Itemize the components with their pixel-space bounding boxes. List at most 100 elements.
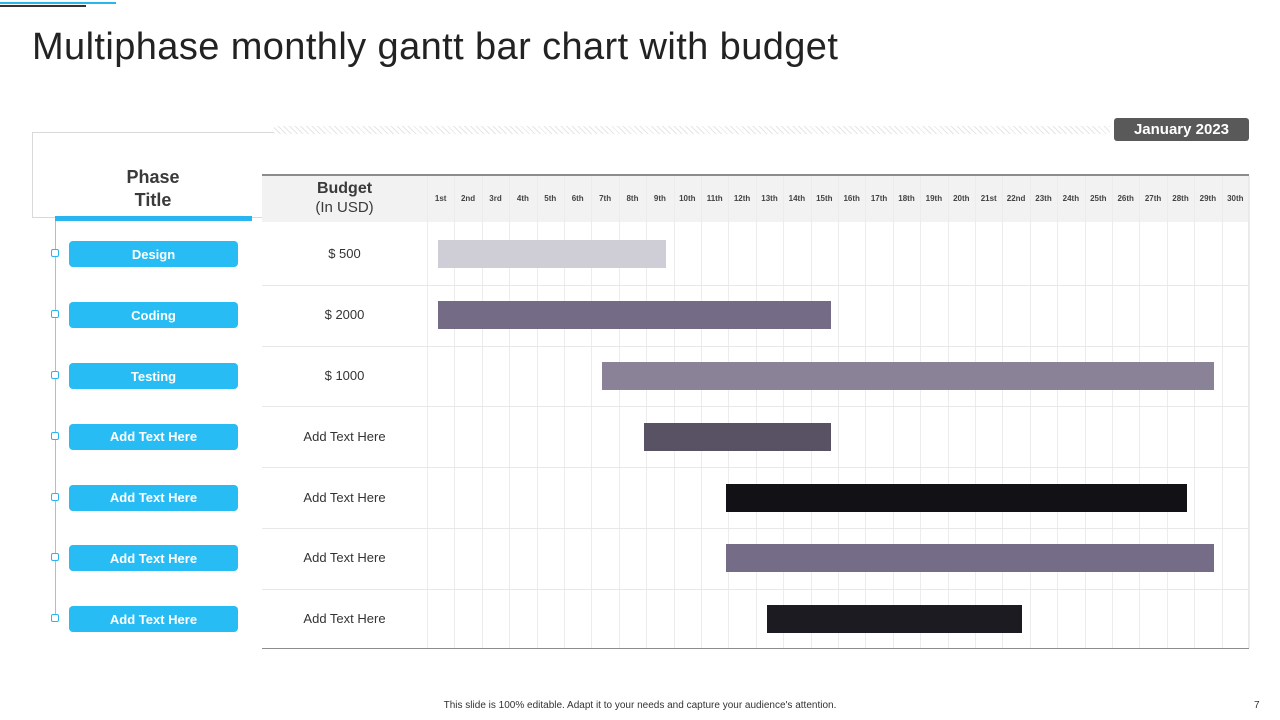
day-label-11: 11th [706,194,723,203]
day-grid-line [591,176,593,648]
gantt-bar-2 [438,301,831,330]
day-grid-line [1112,176,1113,648]
phase-pill-4[interactable]: Add Text Here [69,423,238,450]
phase-pill-1[interactable]: Design [69,241,238,268]
gantt-bar-5 [725,483,1187,512]
budget-cell-6: Add Text Here [303,550,386,566]
budget-cell-7: Add Text Here [303,611,386,627]
chart-frame-right [1248,176,1249,648]
day-label-16: 16th [843,194,860,203]
day-label-28: 28th [1172,194,1189,203]
day-grid-line [1057,176,1059,648]
row-separator [262,528,1249,529]
day-label-8: 8th [626,194,639,203]
gantt-bar-1 [438,240,667,269]
budget-header-unit: (In USD) [315,199,374,216]
day-label-6: 6th [571,194,584,203]
phase-dot [51,614,59,623]
chart-frame-bottom [262,648,1249,649]
day-grid-line [536,176,538,648]
budget-cell-3: $ 1000 [324,368,365,383]
page-number: 7 [1254,700,1260,711]
phase-dot [51,431,59,440]
phase-pill-5[interactable]: Add Text Here [69,484,238,511]
chart-frame-top [262,174,1249,176]
day-label-22: 22nd [1006,194,1026,203]
month-badge: January 2023 [1114,118,1249,141]
day-label-15: 15th [816,194,833,203]
day-label-20: 20th [953,194,970,203]
day-label-27: 27th [1144,194,1162,203]
day-label-9: 9th [653,194,666,203]
phase-dot [51,553,59,562]
day-label-10: 10th [679,194,696,203]
day-grid-line [975,176,976,648]
day-grid-line [810,176,812,648]
month-decoration-strip [274,126,1110,134]
gantt-bar-6 [725,544,1215,573]
phase-timeline-line [55,221,56,618]
day-grid-line [1139,176,1141,648]
row-separator [262,406,1249,408]
day-grid-line [838,176,839,648]
top-accent-dark [0,5,86,7]
day-label-30: 30th [1227,194,1244,203]
day-label-29: 29th [1199,194,1217,203]
phase-pill-6[interactable]: Add Text Here [69,545,238,572]
gantt-bar-7 [766,605,1023,634]
day-grid-line [892,176,894,648]
day-grid-line [755,176,757,648]
phase-title-line-1: Phase [126,167,180,187]
day-grid-line [728,176,730,648]
day-label-3: 3rd [489,194,502,203]
day-grid-line [1084,176,1086,648]
day-label-25: 25th [1090,194,1107,203]
row-separator [262,588,1249,590]
day-grid-line [1221,176,1223,648]
phase-pill-3[interactable]: Testing [69,363,238,389]
phase-title-header: Phase Title [98,166,208,212]
phase-pill-7[interactable]: Add Text Here [69,606,238,633]
budget-header: Budget (In USD) [262,176,427,222]
day-grid-line [1249,176,1250,648]
slide-title: Multiphase monthly gantt bar chart with … [32,26,839,68]
phase-header-underline [55,216,252,221]
day-label-17: 17th [870,194,888,203]
row-separator [262,467,1249,469]
day-label-1: 1st [434,194,447,203]
day-label-19: 19th [925,194,943,203]
row-separator [262,284,1249,286]
day-label-26: 26th [1117,194,1134,203]
day-label-2: 2nd [460,194,476,203]
day-grid-line [865,176,867,648]
day-grid-line [646,176,648,648]
day-grid-line [1029,176,1031,648]
row-separator [262,345,1249,347]
phase-pill-2[interactable]: Coding [69,302,238,329]
budget-header-label: Budget [316,180,373,197]
phase-dot [51,492,59,501]
day-label-13: 13th [761,194,778,203]
day-label-7: 7th [599,194,612,203]
day-grid-line [920,176,922,648]
day-grid-line [1002,176,1004,648]
phase-title-line-2: Title [134,190,172,210]
day-label-14: 14th [788,194,806,203]
day-grid-line [947,176,949,648]
top-accent-blue [0,2,116,4]
day-label-18: 18th [898,194,915,203]
day-label-24: 24th [1062,194,1080,203]
phase-dot [51,371,59,379]
day-label-23: 23th [1035,194,1052,203]
phase-dot [51,249,59,258]
day-grid-line [783,176,785,648]
day-grid-line [509,176,511,648]
day-grid-line [564,176,565,648]
day-grid-line [673,176,675,648]
day-label-5: 5th [544,194,557,203]
day-grid-line [481,176,483,648]
day-label-12: 12th [733,194,751,203]
day-grid-line [1194,176,1196,648]
budget-cell-4: Add Text Here [303,428,386,444]
budget-cell-2: $ 2000 [324,307,365,323]
